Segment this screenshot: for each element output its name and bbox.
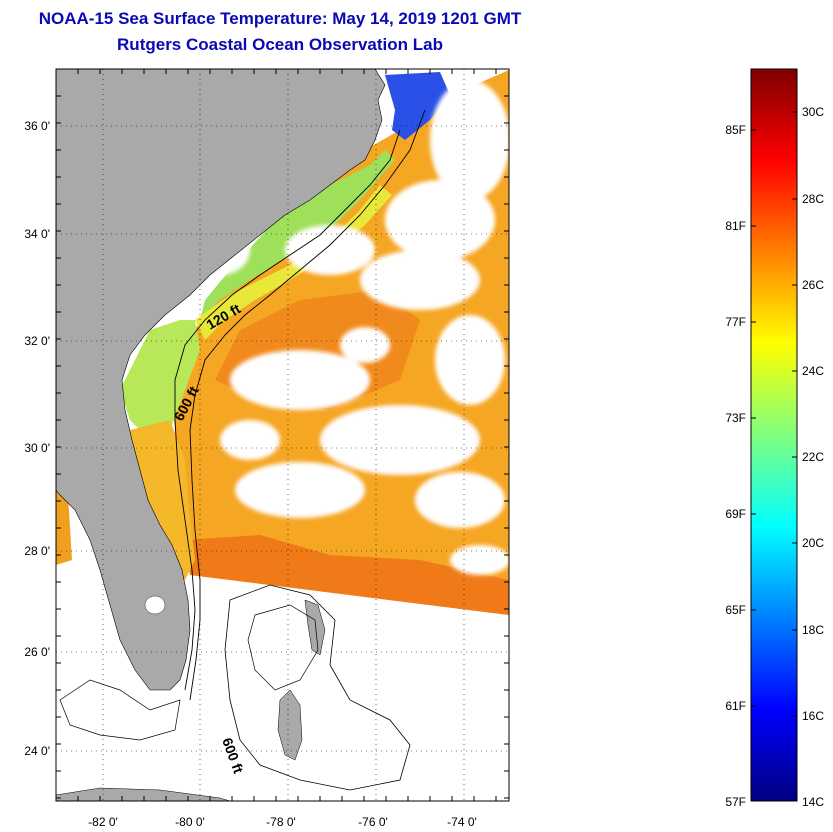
- sst-shelf-yellow: [195, 185, 392, 340]
- cb-f-label-57: 57F: [725, 795, 746, 809]
- cb-f-label-81: 81F: [725, 219, 746, 233]
- sst-blue-cold-north: [385, 72, 450, 140]
- lon-label-74: -74 0': [447, 815, 477, 829]
- map-layers: 120 ft 600 ft 600 ft: [56, 69, 509, 801]
- map-frame: [55, 68, 510, 802]
- map-title: NOAA-15 Sea Surface Temperature: May 14,…: [38, 9, 522, 28]
- lat-label-32: 32 0': [24, 334, 50, 348]
- land-mainland: [56, 69, 386, 691]
- colorbar-fahrenheit-labels: 85F 81F 77F 73F 69F 65F 61F 57F: [725, 123, 746, 809]
- cb-c-label-22: 22C: [802, 450, 824, 464]
- colorbar-ticks: [751, 111, 797, 802]
- colorbar: [750, 68, 798, 802]
- map-subtitle: Rutgers Coastal Ocean Observation Lab: [117, 35, 443, 54]
- lat-label-34: 34 0': [24, 227, 50, 241]
- florida-keys-contour: [59, 679, 181, 741]
- cb-f-label-73: 73F: [725, 411, 746, 425]
- lon-label-76: -76 0': [358, 815, 388, 829]
- longitude-labels: -82 0' -80 0' -78 0' -76 0' -74 0': [88, 815, 477, 829]
- cb-f-label-85: 85F: [725, 123, 746, 137]
- sst-gulf-strip: [56, 490, 72, 565]
- lat-label-28: 28 0': [24, 544, 50, 558]
- cb-c-label-16: 16C: [802, 709, 824, 723]
- sst-shelf-green-south: [120, 320, 200, 440]
- cb-c-label-30: 30C: [802, 105, 824, 119]
- cb-f-label-69: 69F: [725, 507, 746, 521]
- lat-label-30: 30 0': [24, 441, 50, 455]
- cb-c-label-14: 14C: [802, 795, 824, 809]
- map-frame-ticks: [56, 69, 509, 801]
- cb-c-label-18: 18C: [802, 623, 824, 637]
- cb-c-label-24: 24C: [802, 364, 824, 378]
- lon-label-78: -78 0': [266, 815, 296, 829]
- cb-c-label-26: 26C: [802, 278, 824, 292]
- cb-f-label-61: 61F: [725, 699, 746, 713]
- land-bahamas-andros: [277, 689, 303, 761]
- cb-f-label-77: 77F: [725, 315, 746, 329]
- cb-c-label-28: 28C: [802, 192, 824, 206]
- land-bahamas-abaco: [304, 599, 326, 656]
- lon-label-82: -82 0': [88, 815, 118, 829]
- cb-f-label-65: 65F: [725, 603, 746, 617]
- lat-label-36: 36 0': [24, 119, 50, 133]
- bahamas-inner-contour: [247, 604, 319, 691]
- cloud-cover: [190, 80, 509, 575]
- lon-label-80: -80 0': [175, 815, 205, 829]
- sst-warm-south-band: [185, 535, 509, 615]
- sst-florida-east-coast: [130, 420, 195, 580]
- colorbar-celsius-labels: 30C 28C 26C 24C 22C 20C 18C 16C 14C: [802, 105, 824, 809]
- bahamas-bank-contour: [224, 584, 411, 791]
- isobath-600ft-line: [189, 109, 426, 701]
- lat-label-24: 24 0': [24, 744, 50, 758]
- map-gridlines: [56, 69, 509, 801]
- cb-c-label-20: 20C: [802, 536, 824, 550]
- latitude-labels: 36 0' 34 0' 32 0' 30 0' 28 0' 26 0' 24 0…: [24, 119, 50, 758]
- lat-label-26: 26 0': [24, 645, 50, 659]
- isobath-120ft-line: [174, 129, 401, 691]
- lake-okeechobee: [144, 595, 166, 615]
